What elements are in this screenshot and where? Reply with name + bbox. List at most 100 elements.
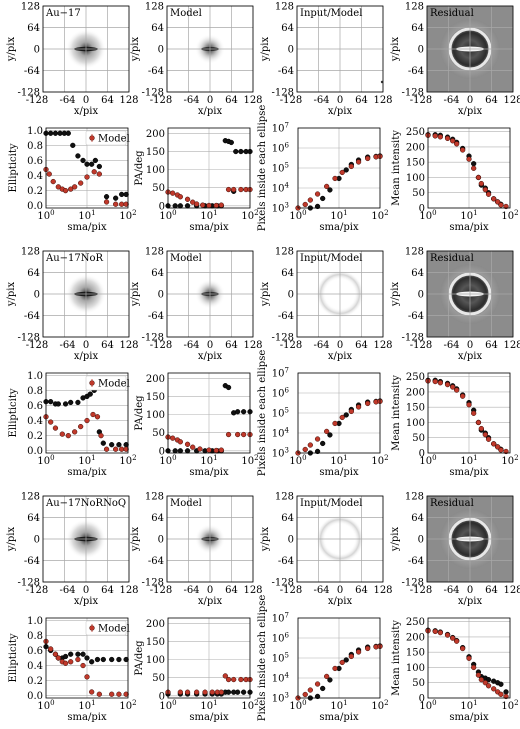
y-axis-label: PA/deg (134, 395, 145, 431)
input-point (478, 677, 484, 683)
panel-title: Au−17 (45, 8, 81, 19)
input-point (240, 431, 247, 438)
y-tick-label: 64 (151, 268, 164, 279)
y-tick-label: 64 (27, 23, 40, 34)
y-tick-label: 0.0 (27, 691, 43, 702)
y-tick-label: 106 (272, 387, 290, 400)
input-point (444, 381, 451, 388)
panel-title: Residual (430, 253, 474, 264)
model-point (471, 161, 477, 167)
tick-exponent: 0 (50, 209, 54, 217)
x-axis-label: x/pix (74, 351, 99, 362)
input-point (48, 419, 54, 425)
input-point (491, 686, 497, 692)
y-tick-label: -64 (148, 311, 164, 322)
panel-title: Model (170, 253, 202, 264)
input-point (84, 417, 90, 424)
model-point (84, 161, 90, 167)
input-point (103, 446, 110, 452)
model-point (343, 657, 349, 663)
model-point (113, 195, 119, 201)
x-axis-label: sma/pix (189, 467, 229, 478)
input-point (91, 169, 97, 175)
y-tick-label: 0 (159, 201, 165, 212)
x-tick-label: 64 (355, 585, 368, 596)
input-point (68, 659, 74, 665)
image-panel-r1-c1: Au−17 -128 -64 0 64 128 y/pix -128 -64 0 64 128 x/pi… (6, 2, 139, 118)
x-tick-label: 64 (355, 340, 368, 351)
input-point (324, 183, 330, 190)
input-point (123, 446, 129, 452)
input-point (459, 645, 466, 652)
input-point (471, 664, 477, 671)
y-tick-label: -128 (402, 333, 424, 344)
x-tick-label: 128 (119, 340, 138, 351)
y-tick-label: 0.2 (27, 676, 43, 687)
y-tick-label: 0 (34, 45, 40, 56)
image-panel-r1-c4: Residual -128 -64 0 64 128 y/pix -128 -64 0 64 128 x… (390, 2, 520, 118)
tick-exponent: 2 (254, 454, 258, 462)
x-tick-label: 64 (225, 95, 238, 106)
panel-frame (296, 250, 384, 338)
input-point (225, 186, 232, 193)
y-axis-label: Ellipticity (8, 388, 19, 437)
y-tick-label: 0.8 (27, 386, 43, 397)
y-axis-label: Mean intensity (391, 130, 402, 206)
input-point (339, 659, 345, 666)
y-tick-label: 64 (27, 513, 40, 524)
y-tick-label: 0 (288, 45, 294, 56)
input-point (177, 689, 183, 695)
y-tick-label: 0 (419, 694, 425, 705)
model-point (172, 203, 178, 209)
tick-exponent: 5 (285, 652, 289, 660)
y-tick-label: 105 (272, 162, 289, 175)
image-panel-r1-c2: Model -128 -64 0 64 128 y/pix -128 -64 0 64 128 x/pi… (130, 2, 263, 118)
y-tick-label: 107 (272, 612, 289, 625)
x-tick-label: 0 (337, 585, 343, 596)
tick-exponent: 1 (91, 209, 95, 217)
y-tick-label: -64 (278, 311, 294, 322)
input-point (348, 408, 354, 415)
model-point (327, 187, 333, 193)
x-tick-label: 100 (289, 699, 306, 712)
x-tick-label: -128 (410, 95, 432, 106)
model-point (320, 440, 326, 447)
tick-exponent: 2 (384, 454, 388, 462)
input-point (498, 691, 504, 697)
y-tick-label: 0 (288, 535, 294, 546)
y-tick-label: 0 (288, 290, 294, 301)
x-axis-label: x/pix (198, 596, 223, 607)
y-tick-label: -128 (142, 333, 164, 344)
tick-exponent: 1 (343, 209, 347, 217)
input-point (225, 431, 232, 438)
image-panel-r3-c2: Model -128 -64 0 64 128 y/pix -128 -64 0 64 128 x/pi… (130, 492, 263, 608)
model-point (235, 689, 241, 695)
y-tick-label: 0 (418, 45, 424, 56)
input-point (65, 432, 71, 439)
input-point (184, 689, 191, 695)
y-axis-label: y/pix (6, 527, 17, 553)
x-tick-label: -128 (410, 340, 432, 351)
y-tick-label: 150 (146, 392, 165, 403)
tick-exponent: 1 (343, 699, 347, 707)
x-tick-label: 101 (78, 209, 95, 222)
tick-exponent: 1 (91, 454, 95, 462)
tick-exponent: 0 (172, 209, 176, 217)
input-point (62, 187, 69, 194)
input-point (475, 419, 482, 426)
tick-exponent: 2 (514, 209, 518, 217)
x-tick-label: 128 (243, 95, 262, 106)
x-tick-label: -128 (410, 585, 432, 596)
x-tick-label: 128 (373, 585, 392, 596)
y-tick-label: 0 (158, 290, 164, 301)
model-point (103, 194, 110, 200)
y-tick-label: -128 (18, 88, 40, 99)
panel-title: Input/Model (300, 253, 362, 264)
input-point (454, 638, 460, 644)
tick-exponent: 4 (285, 672, 290, 680)
y-tick-label: 104 (272, 672, 290, 685)
panel-frame (426, 5, 514, 93)
input-point (444, 135, 451, 142)
